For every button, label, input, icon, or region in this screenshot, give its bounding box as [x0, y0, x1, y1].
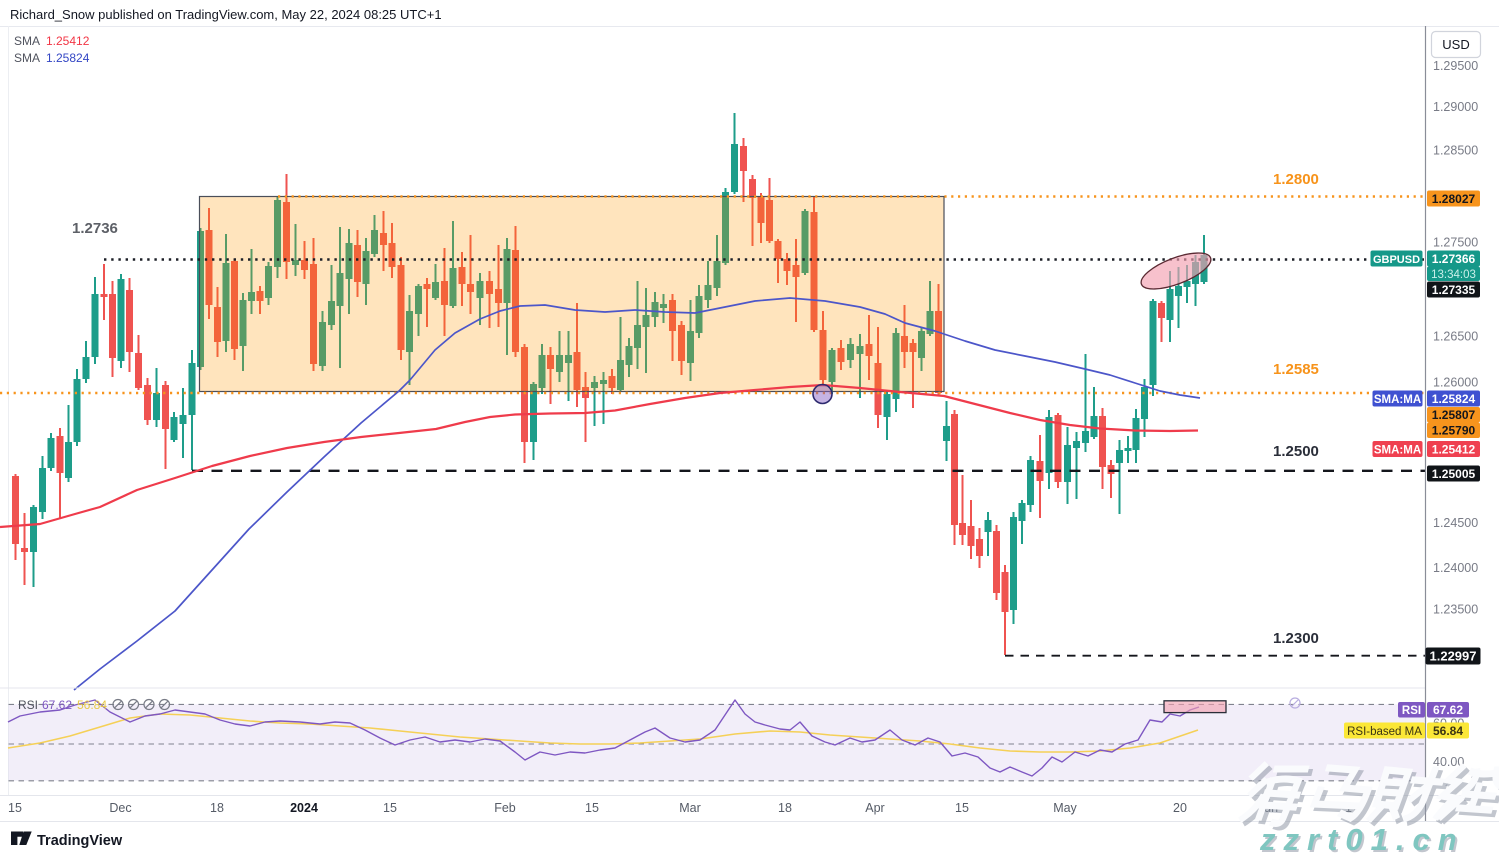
svg-text:SMA: SMA	[14, 34, 40, 48]
svg-text:1.25824: 1.25824	[46, 51, 90, 65]
svg-text:2024: 2024	[290, 801, 318, 815]
svg-text:1.25412: 1.25412	[46, 34, 90, 48]
svg-text:1.28027: 1.28027	[1432, 192, 1476, 206]
svg-text:1.25807: 1.25807	[1432, 408, 1476, 422]
svg-text:Dec: Dec	[109, 801, 131, 815]
svg-text:15: 15	[383, 801, 397, 815]
svg-text:1.25790: 1.25790	[1432, 424, 1476, 438]
svg-text:SMA: SMA	[14, 51, 40, 65]
svg-text:zzrt01.cn: zzrt01.cn	[1261, 824, 1467, 857]
svg-text:SMA:MA: SMA:MA	[1374, 394, 1421, 406]
svg-text:1.27366: 1.27366	[1432, 252, 1476, 266]
svg-text:1.2736: 1.2736	[72, 220, 118, 237]
svg-text:USD: USD	[1442, 37, 1469, 52]
svg-text:13:34:03: 13:34:03	[1431, 269, 1476, 281]
svg-text:40.00: 40.00	[1433, 755, 1464, 769]
svg-text:15: 15	[8, 801, 22, 815]
svg-text:1.22997: 1.22997	[1430, 648, 1477, 663]
svg-text:1.2585: 1.2585	[1273, 361, 1319, 378]
svg-text:1.27500: 1.27500	[1433, 236, 1478, 250]
svg-text:1.23500: 1.23500	[1433, 603, 1478, 617]
svg-text:RSI: RSI	[1402, 705, 1421, 717]
svg-text:zzrt01.cn: zzrt01.cn	[1259, 822, 1465, 857]
svg-text:15: 15	[955, 801, 969, 815]
svg-text:56.84: 56.84	[77, 698, 107, 712]
svg-text:Feb: Feb	[494, 801, 516, 815]
svg-text:1.27335: 1.27335	[1432, 283, 1476, 297]
svg-text:1.24500: 1.24500	[1433, 516, 1478, 530]
svg-text:1.25824: 1.25824	[1432, 392, 1476, 406]
svg-text:1.28500: 1.28500	[1433, 144, 1478, 158]
svg-text:RSI: RSI	[18, 698, 38, 712]
svg-text:1.26000: 1.26000	[1433, 376, 1478, 390]
svg-text:1.29500: 1.29500	[1433, 59, 1478, 73]
svg-text:18: 18	[210, 801, 224, 815]
svg-text:1.25412: 1.25412	[1432, 442, 1476, 456]
svg-text:Richard_Snow published on Trad: Richard_Snow published on TradingView.co…	[10, 7, 442, 22]
svg-text:SMA:MA: SMA:MA	[1374, 444, 1421, 456]
svg-text:GBPUSD: GBPUSD	[1373, 254, 1420, 266]
svg-text:RSI-based MA: RSI-based MA	[1347, 726, 1422, 738]
svg-text:67.62: 67.62	[1433, 703, 1463, 717]
svg-text:Mar: Mar	[679, 801, 701, 815]
svg-text:15: 15	[585, 801, 599, 815]
svg-text:18: 18	[778, 801, 792, 815]
svg-text:56.84: 56.84	[1433, 724, 1463, 738]
svg-text:67.62: 67.62	[42, 698, 72, 712]
svg-text:20: 20	[1173, 801, 1187, 815]
svg-text:1.24000: 1.24000	[1433, 561, 1478, 575]
svg-text:1.26500: 1.26500	[1433, 330, 1478, 344]
svg-text:Apr: Apr	[865, 801, 884, 815]
svg-text:1.2500: 1.2500	[1273, 443, 1319, 460]
svg-text:1.25005: 1.25005	[1432, 467, 1476, 481]
svg-text:1.29000: 1.29000	[1433, 100, 1478, 114]
svg-text:1.2800: 1.2800	[1273, 171, 1319, 188]
svg-text:1.2300: 1.2300	[1273, 630, 1319, 647]
svg-text:May: May	[1053, 801, 1077, 815]
svg-text:TradingView: TradingView	[37, 833, 123, 849]
